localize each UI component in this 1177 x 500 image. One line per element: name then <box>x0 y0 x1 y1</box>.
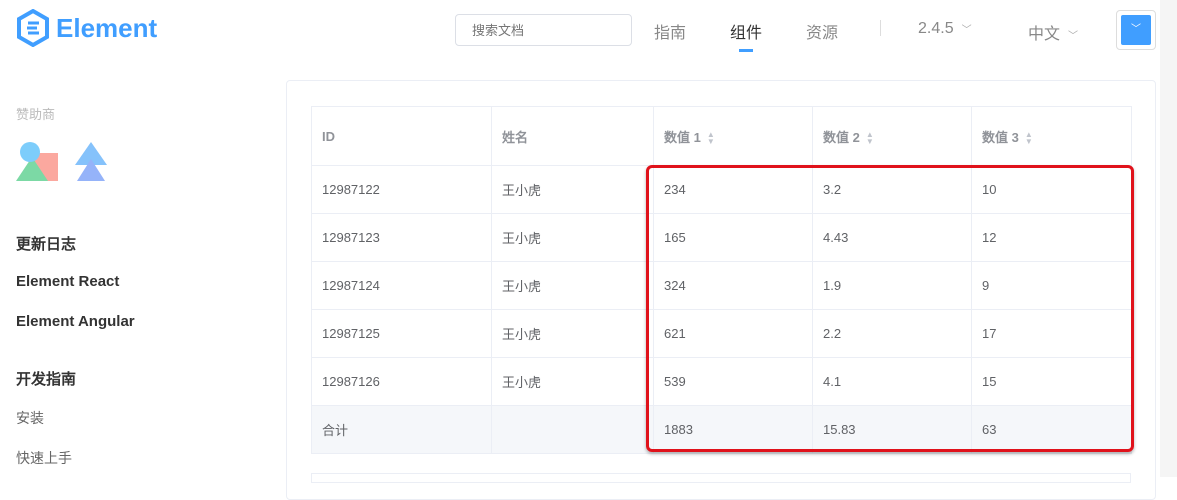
nav-components[interactable]: 组件 <box>730 25 763 42</box>
sidebar-item-element-react[interactable]: Element React <box>16 273 120 290</box>
summary-cell <box>491 405 654 454</box>
table-cell: 12987126 <box>311 357 492 406</box>
table-cell: 王小虎 <box>491 261 654 310</box>
table-cell: 12987122 <box>311 165 492 214</box>
table-cell: 234 <box>653 165 813 214</box>
table-cell: 王小虎 <box>491 357 654 406</box>
table-cell: 王小虎 <box>491 213 654 262</box>
sort-icon[interactable]: ▲ ▼ <box>865 130 874 147</box>
sponsor-label: 赞助商 <box>16 107 56 122</box>
table-header-row: ID 姓名 数值 1 ▲ ▼ 数值 2 ▲ ▼ 数值 3 ▲ ▼ <box>311 106 1132 166</box>
table-cell: 王小虎 <box>491 165 654 214</box>
sidebar-item-install[interactable]: 安装 <box>16 410 44 426</box>
sidebar-section-dev-guide: 开发指南 <box>16 371 77 388</box>
table-cell: 12987125 <box>311 309 492 358</box>
chevron-down-icon: ﹀ <box>1121 15 1151 45</box>
sponsor-logo-1[interactable] <box>16 141 60 182</box>
sidebar-item-changelog[interactable]: 更新日志 <box>16 236 77 253</box>
active-nav-indicator <box>739 49 753 52</box>
table-row: 12987123 王小虎 165 4.43 12 <box>311 213 1132 262</box>
sort-icon[interactable]: ▲ ▼ <box>1024 130 1033 147</box>
chevron-down-icon: ﹀ <box>961 25 972 36</box>
column-header-value3[interactable]: 数值 3 ▲ ▼ <box>971 106 1132 166</box>
summary-row: 合计 1883 15.83 63 <box>311 405 1132 454</box>
summary-cell: 合计 <box>311 405 492 454</box>
element-logo-icon <box>17 9 49 47</box>
table-cell: 165 <box>653 213 813 262</box>
highlight-box <box>646 165 1134 452</box>
sidebar-item-element-angular[interactable]: Element Angular <box>16 313 135 330</box>
table-cell: 4.43 <box>812 213 972 262</box>
sponsor-logo-2[interactable] <box>73 141 109 182</box>
column-header-name: 姓名 <box>491 106 654 166</box>
table-cell: 539 <box>653 357 813 406</box>
table-row: 12987125 王小虎 621 2.2 17 <box>311 309 1132 358</box>
summary-cell: 63 <box>971 405 1132 454</box>
column-header-value2[interactable]: 数值 2 ▲ ▼ <box>812 106 972 166</box>
sidebar-item-quickstart[interactable]: 快速上手 <box>16 450 72 466</box>
theme-color-picker[interactable]: ﹀ <box>1116 10 1156 50</box>
logo[interactable]: Element <box>16 9 157 47</box>
table-cell: 15 <box>971 357 1132 406</box>
scrollbar[interactable] <box>1160 0 1177 477</box>
table-cell: 12987123 <box>311 213 492 262</box>
search-input[interactable] <box>455 14 632 46</box>
summary-cell: 15.83 <box>812 405 972 454</box>
second-table <box>311 473 1131 483</box>
table-cell: 324 <box>653 261 813 310</box>
language-label: 中文 <box>1028 26 1061 43</box>
table-cell: 12987124 <box>311 261 492 310</box>
summary-cell: 1883 <box>653 405 813 454</box>
version-dropdown[interactable]: 2.4.5 ﹀ <box>918 20 972 38</box>
data-table: ID 姓名 数值 1 ▲ ▼ 数值 2 ▲ ▼ 数值 3 ▲ ▼ 12987122 王小虎 23… <box>311 106 1132 454</box>
divider <box>880 20 881 36</box>
logo-text: Element <box>56 12 158 43</box>
table-cell: 10 <box>971 165 1132 214</box>
table-cell: 9 <box>971 261 1132 310</box>
column-header-value1[interactable]: 数值 1 ▲ ▼ <box>653 106 813 166</box>
version-label: 2.4.5 <box>918 20 954 37</box>
sort-icon[interactable]: ▲ ▼ <box>706 130 715 147</box>
table-row: 12987122 王小虎 234 3.2 10 <box>311 165 1132 214</box>
nav-guide[interactable]: 指南 <box>654 25 687 42</box>
nav-resources[interactable]: 资源 <box>806 25 839 42</box>
chevron-down-icon: ﹀ <box>1068 31 1079 42</box>
table-cell: 王小虎 <box>491 309 654 358</box>
column-header-id: ID <box>311 106 492 166</box>
language-dropdown[interactable]: 中文 ﹀ <box>1028 20 1078 44</box>
